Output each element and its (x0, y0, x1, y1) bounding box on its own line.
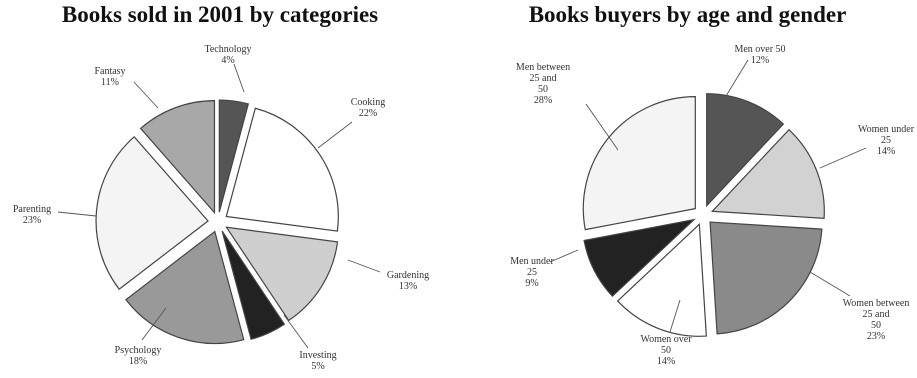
leader-line (725, 59, 749, 97)
leader-line (317, 121, 353, 149)
leader-line (585, 103, 619, 151)
pie-slice-gardening (225, 226, 339, 322)
leader-line (133, 81, 159, 109)
pie-slice-men-over-50 (706, 93, 785, 208)
leader-line (233, 63, 245, 93)
pie-slice-investing (221, 230, 286, 341)
leader-line (809, 271, 851, 297)
slice-label-parenting: Parenting 23% (13, 204, 51, 226)
slice-label-investing: Investing 5% (299, 350, 336, 372)
chart-panel-buyers: Books buyers by age and gender Men over … (458, 0, 917, 378)
slice-label-women-between-25-and-50: Women between 25 and 50 23% (843, 298, 910, 342)
pie-slice-parenting (95, 135, 209, 291)
pie-slice-men-under-25 (583, 218, 697, 298)
leader-line (141, 307, 167, 341)
leader-line (57, 211, 97, 217)
slice-label-men-over-50: Men over 50 12% (734, 44, 785, 66)
slice-label-fantasy: Fantasy 11% (94, 66, 125, 88)
leader-line (283, 314, 309, 349)
pie-slice-women-under-25 (710, 128, 825, 219)
pie-slice-technology (218, 99, 250, 213)
slice-label-cooking: Cooking 22% (351, 97, 385, 119)
leader-line (347, 259, 381, 273)
slice-label-women-over-50: Women over 50 14% (640, 334, 692, 367)
pie-slice-fantasy (139, 100, 216, 215)
leader-line (549, 249, 579, 263)
pie-slice-cooking (225, 107, 339, 232)
chart-title: Books sold in 2001 by categories (61, 2, 379, 27)
slice-label-technology: Technology 4% (204, 44, 251, 66)
pie-slice-psychology (125, 230, 245, 345)
slice-label-gardening: Gardening 13% (387, 270, 429, 292)
slice-label-women-under-25: Women under 25 14% (858, 124, 915, 157)
slice-label-men-under-25: Men under 25 9% (510, 256, 554, 289)
slice-label-psychology: Psychology 18% (115, 345, 162, 367)
pie-chart-buyers: Men over 50 12% Women under 25 14% Women betw… (510, 44, 915, 367)
chart-title: Books buyers by age and gender (528, 2, 847, 27)
pie-slice-men-between-25-and-50 (582, 96, 696, 231)
pie-chart-categories: Technology 4% Cooking 22% Gardening 13% Invest… (13, 44, 429, 372)
leader-line (819, 147, 867, 169)
pie-slice-women-between-25-and-50 (709, 221, 823, 335)
leader-line (669, 299, 681, 333)
chart-panel-categories: Books sold in 2001 by categories Technol… (0, 0, 440, 378)
slice-label-men-between-25-and-50: Men between 25 and 50 28% (516, 62, 570, 106)
pie-slice-women-over-50 (616, 222, 707, 337)
